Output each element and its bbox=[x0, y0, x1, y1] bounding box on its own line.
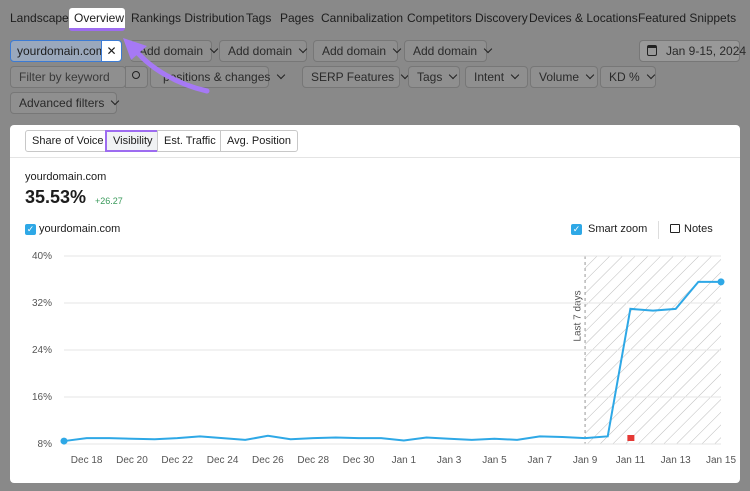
nav-tab[interactable]: Devices & Locations bbox=[529, 11, 638, 25]
card-tab[interactable]: Est. Traffic bbox=[157, 130, 223, 152]
metric-value: 35.53% bbox=[25, 187, 87, 207]
x-tick-label: Dec 20 bbox=[116, 455, 148, 466]
legend-checkbox[interactable]: ✓ bbox=[25, 224, 36, 235]
x-tick-label: Jan 13 bbox=[661, 455, 691, 466]
x-tick-label: Jan 9 bbox=[573, 455, 598, 466]
endpoint bbox=[717, 278, 725, 286]
nav-tab[interactable]: Competitors Discovery bbox=[407, 11, 528, 25]
intent-filter[interactable]: Intent bbox=[465, 66, 528, 88]
y-tick-label: 24% bbox=[32, 345, 52, 356]
y-tick-label: 8% bbox=[38, 439, 53, 450]
domain-chip[interactable]: yourdomain.com bbox=[10, 40, 106, 62]
series-line bbox=[63, 280, 721, 443]
nav-tab[interactable]: Cannibalization bbox=[321, 11, 404, 25]
smart-zoom-label: Smart zoom bbox=[588, 223, 648, 235]
notes-button[interactable]: Notes bbox=[684, 223, 713, 235]
nav-tab[interactable]: Featured Snippets bbox=[638, 11, 737, 25]
tags-filter[interactable]: Tags bbox=[408, 66, 460, 88]
add-domain[interactable]: Add domain bbox=[313, 40, 398, 62]
nav-tab[interactable]: Tags bbox=[246, 11, 272, 25]
add-domain[interactable]: Add domain bbox=[219, 40, 307, 62]
legend-label: yourdomain.com bbox=[39, 223, 121, 235]
note-flag bbox=[627, 435, 635, 444]
metric-change: +26.27 bbox=[95, 196, 123, 206]
y-tick-label: 40% bbox=[32, 251, 52, 262]
volume-filter[interactable]: Volume bbox=[530, 66, 598, 88]
active-tab-highlight bbox=[69, 8, 125, 31]
card-tab[interactable]: Avg. Position bbox=[220, 130, 299, 152]
separator bbox=[658, 221, 659, 239]
x-tick-label: Dec 24 bbox=[207, 455, 239, 466]
advanced-filters[interactable]: Advanced filters bbox=[10, 92, 117, 114]
nav-tab[interactable]: Pages bbox=[280, 11, 315, 25]
divider bbox=[10, 157, 740, 158]
x-tick-label: Jan 15 bbox=[706, 455, 736, 466]
smart-zoom-checkbox[interactable]: ✓ bbox=[571, 224, 582, 235]
add-domain[interactable]: Add domain bbox=[404, 40, 487, 62]
kd-filter[interactable]: KD % bbox=[600, 66, 656, 88]
nav-tab[interactable]: Overview bbox=[74, 11, 125, 25]
x-tick-label: Dec 30 bbox=[343, 455, 375, 466]
nav-tab[interactable]: Rankings Distribution bbox=[131, 11, 245, 25]
region-annotation: Last 7 days bbox=[573, 290, 584, 341]
notes-icon bbox=[670, 224, 680, 233]
x-tick-label: Dec 26 bbox=[252, 455, 284, 466]
serp-filter[interactable]: SERP Features bbox=[302, 66, 400, 88]
x-tick-label: Dec 18 bbox=[71, 455, 103, 466]
x-tick-label: Jan 1 bbox=[392, 455, 417, 466]
card-tab[interactable]: Share of Voice bbox=[25, 130, 111, 152]
endpoint bbox=[60, 437, 68, 445]
x-tick-label: Jan 3 bbox=[437, 455, 462, 466]
x-tick-label: Dec 22 bbox=[161, 455, 193, 466]
remove-domain[interactable]: ✕ bbox=[101, 40, 122, 62]
card-tab-active[interactable]: Visibility bbox=[105, 130, 161, 152]
date-picker[interactable]: Jan 9-15, 2024 bbox=[639, 40, 746, 62]
nav-tab[interactable]: Landscape bbox=[10, 11, 69, 25]
x-tick-label: Dec 28 bbox=[297, 455, 329, 466]
domain-name: yourdomain.com bbox=[25, 171, 107, 183]
calendar-icon bbox=[647, 45, 657, 56]
x-tick-label: Jan 7 bbox=[528, 455, 553, 466]
y-tick-label: 32% bbox=[32, 298, 52, 309]
keyword-filter[interactable]: Filter by keyword bbox=[10, 66, 126, 88]
y-tick-label: 16% bbox=[32, 392, 52, 403]
x-tick-label: Jan 5 bbox=[482, 455, 507, 466]
x-tick-label: Jan 11 bbox=[616, 455, 646, 466]
